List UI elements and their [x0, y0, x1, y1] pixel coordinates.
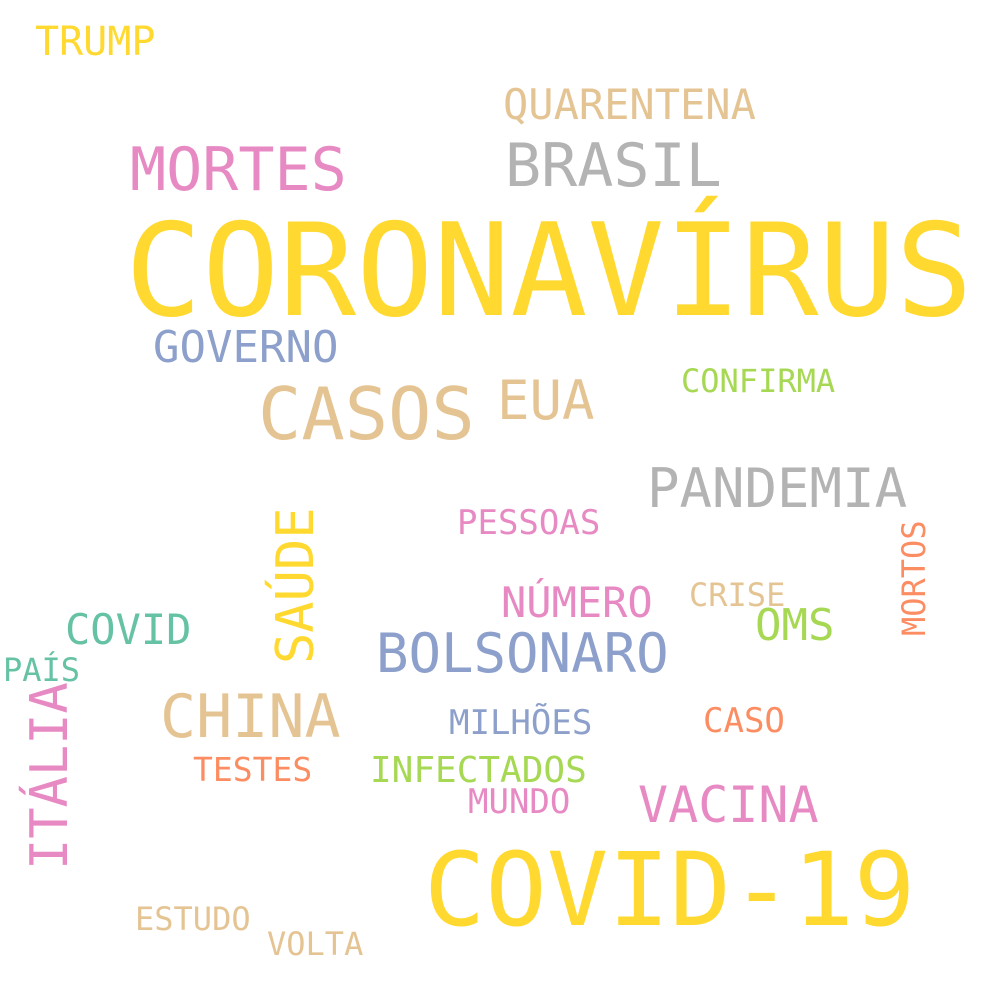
word-testes: TESTES — [193, 750, 313, 789]
word-volta: VOLTA — [267, 925, 364, 963]
word-eua: EUA — [497, 369, 595, 432]
word-coronavirus: CORONAVÍRUS — [125, 197, 973, 346]
word-pessoas: PESSOAS — [457, 503, 601, 543]
word-italia: ITÁLIA — [20, 682, 80, 870]
word-caso: CASO — [703, 701, 785, 741]
word-brasil: BRASIL — [505, 131, 722, 201]
word-mortos: MORTOS — [895, 520, 933, 636]
word-trump: TRUMP — [35, 19, 156, 65]
word-infectados: INFECTADOS — [370, 750, 587, 791]
word-vacina: VACINA — [638, 776, 819, 834]
word-estudo: ESTUDO — [135, 900, 251, 938]
word-milhoes: MILHÕES — [449, 703, 593, 743]
word-numero: NÚMERO — [501, 578, 653, 627]
word-covid19: COVID-19 — [424, 831, 916, 950]
word-quarentena: QUARENTENA — [503, 80, 756, 129]
word-governo: GOVERNO — [153, 322, 339, 373]
word-bolsonaro: BOLSONARO — [376, 622, 669, 685]
word-pais: PAÍS — [3, 651, 81, 689]
word-saude: SAÚDE — [266, 507, 326, 664]
word-crise: CRISE — [689, 576, 786, 614]
word-pandemia: PANDEMIA — [647, 457, 908, 520]
word-mortes: MORTES — [130, 135, 347, 205]
word-mundo: MUNDO — [468, 782, 571, 822]
word-confirma: CONFIRMA — [681, 362, 836, 400]
word-covid: COVID — [65, 605, 192, 654]
word-casos: CASOS — [258, 372, 475, 456]
word-oms: OMS — [755, 600, 835, 651]
word-china: CHINA — [160, 682, 341, 752]
